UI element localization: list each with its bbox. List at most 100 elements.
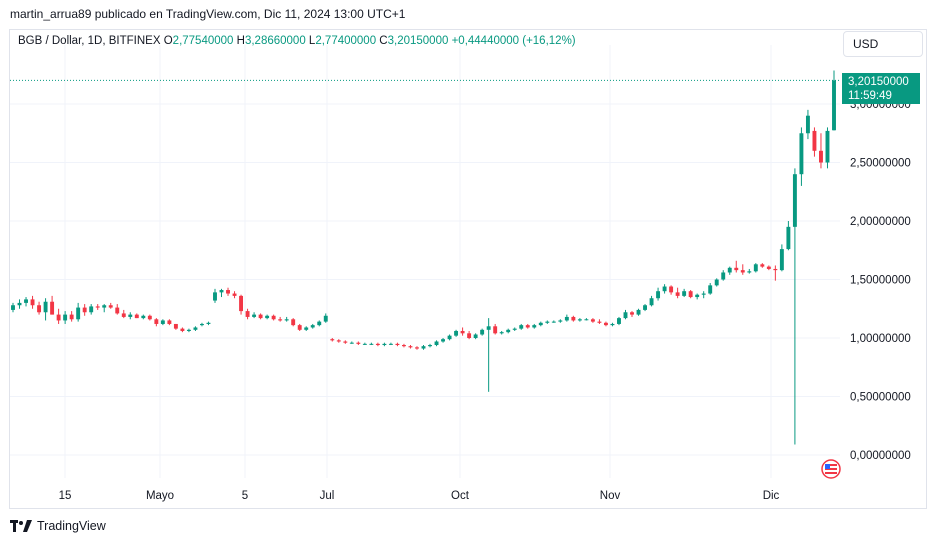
candle-body (695, 294, 700, 298)
footer-brand[interactable]: TradingView (10, 519, 106, 533)
candle-body (310, 325, 315, 328)
candle (17, 299, 22, 309)
candle (186, 328, 191, 333)
candle (656, 287, 661, 301)
candle (317, 320, 322, 327)
candles (11, 70, 836, 445)
candle (76, 302, 81, 322)
candle (108, 302, 113, 309)
us-flag-icon[interactable] (821, 459, 841, 479)
candle (147, 314, 152, 321)
candle-body (395, 343, 400, 346)
candle (43, 298, 48, 321)
candle-body (30, 299, 35, 306)
candle (623, 309, 628, 320)
candle-body (577, 319, 582, 321)
candle (200, 322, 204, 327)
y-tick-label: 2,50000000 (850, 158, 911, 170)
candle-body (812, 130, 817, 151)
candle-body (330, 339, 335, 341)
candle-body (388, 343, 393, 345)
candle (721, 270, 726, 281)
candle-body (441, 339, 446, 342)
candle (154, 318, 159, 327)
candle (232, 291, 237, 299)
candle (24, 297, 28, 307)
x-tick-label: Nov (600, 490, 621, 502)
candle-body (102, 305, 107, 308)
candle-body (232, 293, 237, 296)
currency-button[interactable]: USD (843, 31, 923, 57)
candle (245, 308, 250, 320)
candle (669, 285, 674, 295)
candle-body (649, 298, 654, 306)
candle (649, 295, 654, 307)
candle-body (832, 80, 836, 131)
candle-body (630, 312, 634, 315)
candle-body (141, 315, 146, 319)
chart-legend: BGB / Dollar, 1D, BITFINEX O2,77540000 H… (18, 35, 576, 47)
candle-body (421, 346, 426, 349)
candle-body (56, 314, 61, 321)
candle (682, 288, 687, 298)
candle-body (43, 301, 48, 313)
candle-body (538, 322, 543, 326)
candle (11, 302, 15, 313)
candle (375, 342, 380, 347)
candle (519, 323, 524, 330)
candle (134, 313, 139, 319)
candle (799, 127, 804, 186)
candle-body (779, 249, 784, 271)
candle-body (656, 291, 661, 299)
candle-body (37, 305, 42, 313)
candle (454, 329, 459, 337)
candle (714, 278, 719, 287)
candle-body (558, 320, 563, 322)
candle-body (753, 264, 758, 272)
candle (388, 342, 393, 346)
candle (786, 221, 791, 251)
candle-body (786, 226, 791, 250)
candle (636, 308, 641, 316)
candle-body (512, 328, 517, 330)
candle-body (121, 313, 126, 317)
candle (734, 260, 739, 273)
close-key: C (379, 35, 388, 47)
candle-body (584, 319, 589, 321)
candle (740, 264, 745, 275)
high-value: 3,28660000 (244, 35, 306, 47)
candle (356, 341, 361, 346)
candle-body (486, 326, 491, 330)
candle-body (819, 150, 823, 163)
candle-body (167, 320, 172, 324)
candle-body (200, 323, 204, 326)
candle (82, 304, 87, 316)
candle (50, 295, 55, 315)
candle-body (95, 306, 100, 308)
candle (180, 327, 185, 333)
candle (395, 342, 400, 347)
candle (558, 319, 563, 323)
candle (538, 321, 543, 327)
bar-countdown: 11:59:49 (848, 90, 892, 102)
close-value: 3,20150000 (387, 35, 449, 47)
candle (805, 109, 810, 140)
candle-body (643, 305, 647, 310)
candle-body (545, 321, 550, 323)
candle (597, 319, 602, 324)
candle (617, 316, 621, 326)
candle (408, 345, 413, 349)
candle-body (173, 323, 178, 329)
candle (603, 321, 608, 327)
candle (304, 326, 309, 331)
candle-body (747, 271, 752, 273)
candle-body (375, 343, 380, 346)
candle-body (701, 293, 706, 295)
high-key: H (236, 35, 245, 47)
candle (532, 323, 537, 329)
candle (480, 328, 485, 336)
candle-body (24, 299, 28, 303)
candle (252, 312, 257, 319)
x-tick-label: Oct (451, 490, 470, 502)
